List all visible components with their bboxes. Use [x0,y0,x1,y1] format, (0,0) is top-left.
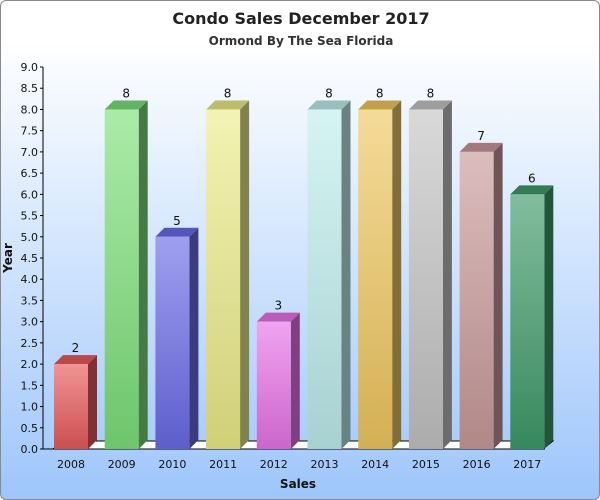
y-tick-label: 9.0 [21,61,39,74]
bar-top-face [256,312,300,322]
bar-front-face [206,109,241,449]
bar-side-face [138,100,148,449]
bar-2010 [155,227,199,449]
y-tick-label: 0.0 [21,443,39,456]
y-tick-label: 6.0 [21,188,39,201]
bar-front-face [358,109,393,449]
bar-front-face [256,321,291,449]
x-tick-label: 2013 [311,458,339,471]
data-label: 6 [528,171,536,185]
data-label: 8 [376,86,384,100]
bar-side-face [240,100,250,449]
bar-side-face [290,312,300,449]
bar-2015 [408,100,452,449]
x-tick-label: 2017 [513,458,541,471]
bar-top-face [155,227,199,237]
chart-title: Condo Sales December 2017 [172,9,430,28]
bar-top-face [206,100,250,110]
bar-front-face [104,109,139,449]
bar-front-face [459,151,494,449]
bar-top-face [104,100,148,110]
bar-front-face [510,194,545,449]
bar-2011 [206,100,250,449]
y-tick-label: 4.5 [21,252,39,265]
x-axis-label: Sales [280,477,316,491]
bar-2016 [459,142,503,449]
x-tick-label: 2010 [158,458,186,471]
bar-top-face [307,100,351,110]
y-tick-label: 3.5 [21,294,39,307]
bar-top-face [510,185,554,195]
bar-top-face [358,100,402,110]
y-tick-label: 4.0 [21,273,39,286]
x-tick-label: 2009 [108,458,136,471]
x-tick-label: 2008 [57,458,85,471]
y-tick-label: 3.0 [21,316,39,329]
data-label: 8 [325,86,333,100]
x-tick-labels: 2008 2009 2010 2011 2012 2013 2014 2015 2016 2017 [57,458,541,471]
bar-2008 [54,355,97,449]
bars: 2 8 5 8 3 8 8 8 7 6 [54,86,554,450]
data-label: 5 [173,214,181,228]
bar-top-face [408,100,452,110]
data-label: 7 [477,129,485,143]
data-label: 8 [224,86,232,100]
data-label: 3 [274,299,282,313]
bar-front-face [307,109,342,449]
bar-side-face [493,142,503,449]
bar-2009 [104,100,148,449]
bar-side-face [392,100,402,449]
bar-top-face [54,355,97,365]
bar-side-face [442,100,452,449]
bar-side-face [341,100,351,449]
bar-2013 [307,100,351,449]
bar-side-face [189,227,199,449]
x-tick-label: 2015 [412,458,440,471]
y-tick-label: 7.0 [21,146,39,159]
y-tick-label: 7.5 [21,125,39,138]
y-tick-label: 5.5 [21,210,39,223]
bar-front-face [155,236,190,449]
bar-side-face [544,185,554,450]
y-tick-label: 0.5 [21,422,39,435]
x-tick-label: 2014 [361,458,389,471]
y-tick-label: 8.0 [21,103,39,116]
data-label: 8 [427,86,435,100]
x-tick-label: 2016 [463,458,491,471]
bar-2012 [256,312,300,449]
x-tick-label: 2012 [260,458,288,471]
bar-side-face [88,355,97,449]
bar-front-face [408,109,443,449]
y-tick-label: 1.5 [21,379,39,392]
y-tick-labels: 0.0 0.5 1.0 1.5 2.0 2.5 3.0 3.5 4.0 4.5 5.0 5.5 6.0 6… [21,61,43,456]
y-tick-label: 1.0 [21,401,39,414]
y-tick-label: 5.0 [21,231,39,244]
y-tick-label: 8.5 [21,82,39,95]
chart-subtitle: Ormond By The Sea Florida [208,34,394,48]
bar-front-face [54,364,88,449]
bar-2014 [358,100,402,449]
y-tick-label: 2.5 [21,337,39,350]
y-tick-label: 6.5 [21,167,39,180]
data-label: 8 [122,86,130,100]
bar-top-face [459,142,503,152]
bar-2017 [510,185,554,450]
y-tick-label: 2.0 [21,358,39,371]
y-axis-label: Year [1,243,15,274]
x-tick-label: 2011 [209,458,237,471]
data-label: 2 [72,341,80,355]
